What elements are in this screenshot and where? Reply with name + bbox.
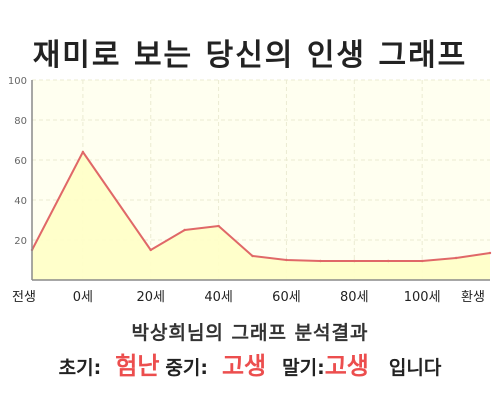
area-fill bbox=[32, 152, 490, 280]
data-point-10 bbox=[420, 259, 424, 263]
y-tick-80: 80 bbox=[14, 116, 27, 127]
y-tick-40: 40 bbox=[14, 196, 27, 207]
data-point-5 bbox=[251, 254, 254, 258]
x-tick-5: 80세 bbox=[340, 290, 369, 305]
data-point-6 bbox=[285, 258, 288, 262]
life-chart: 20 40 60 80 100 전생 0세 20세 40세 60세 80세 100세 환생 bbox=[8, 76, 492, 305]
x-tick-0: 전생 bbox=[12, 290, 36, 305]
x-tick-7: 환생 bbox=[461, 290, 485, 305]
x-tick-6: 100세 bbox=[404, 290, 441, 305]
data-point-4 bbox=[217, 224, 220, 228]
middle-label: 중기: bbox=[165, 357, 208, 379]
x-tick-labels: 전생 0세 20세 40세 60세 80세 100세 환생 bbox=[12, 290, 485, 305]
y-tick-20: 20 bbox=[14, 236, 27, 247]
x-tick-1: 0세 bbox=[73, 290, 93, 305]
data-point-3 bbox=[183, 228, 186, 232]
x-tick-4: 60세 bbox=[272, 290, 301, 305]
y-tick-labels: 20 40 60 80 100 bbox=[8, 76, 27, 247]
data-point-2 bbox=[149, 248, 152, 252]
x-tick-2: 20세 bbox=[136, 290, 165, 305]
middle-value: 고생 bbox=[221, 352, 267, 380]
y-tick-60: 60 bbox=[14, 156, 27, 167]
closing-text: 입니다 bbox=[388, 357, 442, 379]
data-point-12 bbox=[488, 251, 492, 255]
late-value: 고생 bbox=[324, 352, 369, 380]
page-title: 재미로 보는 당신의 인생 그래프 bbox=[32, 38, 468, 73]
data-point-9 bbox=[387, 259, 390, 263]
early-label: 초기: bbox=[58, 357, 102, 379]
data-point-11 bbox=[454, 256, 458, 260]
data-point-7 bbox=[319, 259, 322, 263]
data-point-8 bbox=[353, 259, 356, 263]
analysis-result: 초기: 험난 중기: 고생 말기:고생 입니다 bbox=[0, 346, 500, 381]
early-value: 험난 bbox=[115, 352, 160, 380]
data-point-1 bbox=[81, 150, 85, 154]
axes bbox=[31, 80, 490, 281]
x-tick-3: 40세 bbox=[204, 290, 233, 305]
y-tick-100: 100 bbox=[8, 76, 27, 87]
analysis-owner-line: 박상희님의 그래프 분석결과 bbox=[131, 322, 369, 344]
late-label: 말기: bbox=[282, 357, 325, 379]
